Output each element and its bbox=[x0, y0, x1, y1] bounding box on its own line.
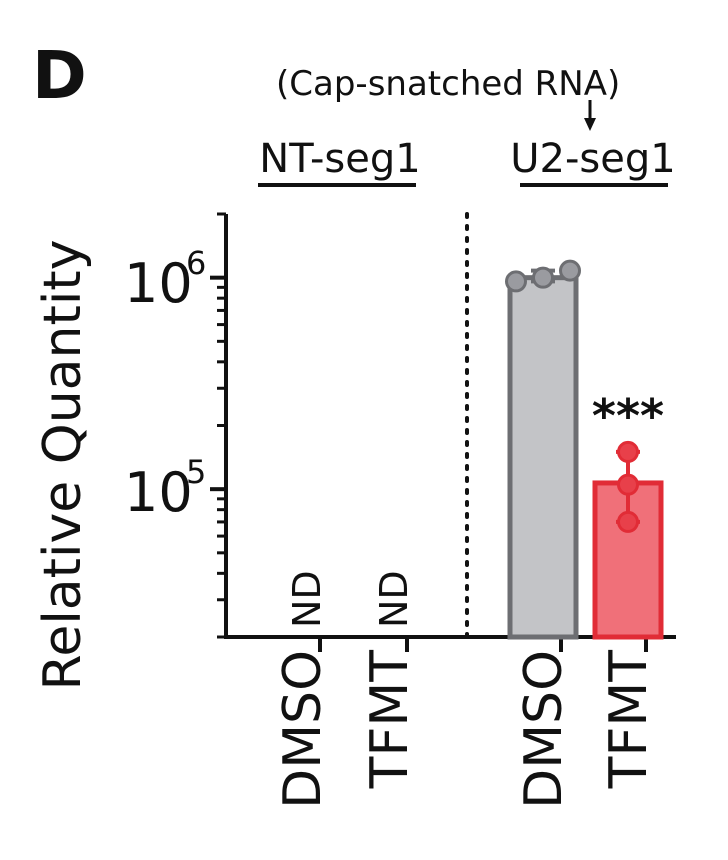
data-point-u2-seg1-dmso bbox=[532, 266, 554, 289]
y-axis-label: Relative Quantity bbox=[33, 240, 93, 691]
y-tick-label-1e5: 10 5 bbox=[124, 453, 206, 524]
data-point-u2-seg1-dmso bbox=[559, 259, 581, 282]
y-tick-exponent: 5 bbox=[186, 453, 206, 491]
nd-label-nt-tfmt: ND bbox=[372, 570, 416, 628]
annotation-arrow-head bbox=[584, 118, 596, 131]
group-label-nt-seg1: NT-seg1 bbox=[259, 136, 420, 182]
y-tick-base: 10 bbox=[124, 252, 193, 315]
y-axis-ticks bbox=[210, 212, 648, 652]
panel-label: D bbox=[32, 37, 87, 114]
y-tick-base: 10 bbox=[124, 461, 193, 524]
nd-label-nt-dmso: ND bbox=[285, 570, 329, 628]
x-label-u2-dmso: DMSO bbox=[514, 650, 574, 809]
cap-snatched-annotation: (Cap-snatched RNA) bbox=[276, 64, 620, 104]
x-label-nt-dmso: DMSO bbox=[273, 650, 333, 809]
x-label-nt-tfmt: TFMT bbox=[360, 650, 420, 790]
data-point-u2-seg1-tfmt bbox=[617, 473, 639, 496]
bar-u2-seg1-dmso bbox=[507, 275, 579, 640]
data-point-u2-seg1-tfmt bbox=[617, 440, 639, 463]
data-point-u2-seg1-tfmt bbox=[617, 510, 639, 533]
y-tick-label-1e6: 10 6 bbox=[124, 244, 206, 315]
group-label-u2-seg1: U2-seg1 bbox=[510, 136, 675, 182]
data-point-u2-seg1-dmso bbox=[505, 270, 527, 293]
y-tick-exponent: 6 bbox=[186, 244, 206, 282]
bars-layer bbox=[505, 259, 664, 640]
significance-label: *** bbox=[592, 389, 664, 443]
x-label-u2-tfmt: TFMT bbox=[599, 650, 659, 790]
